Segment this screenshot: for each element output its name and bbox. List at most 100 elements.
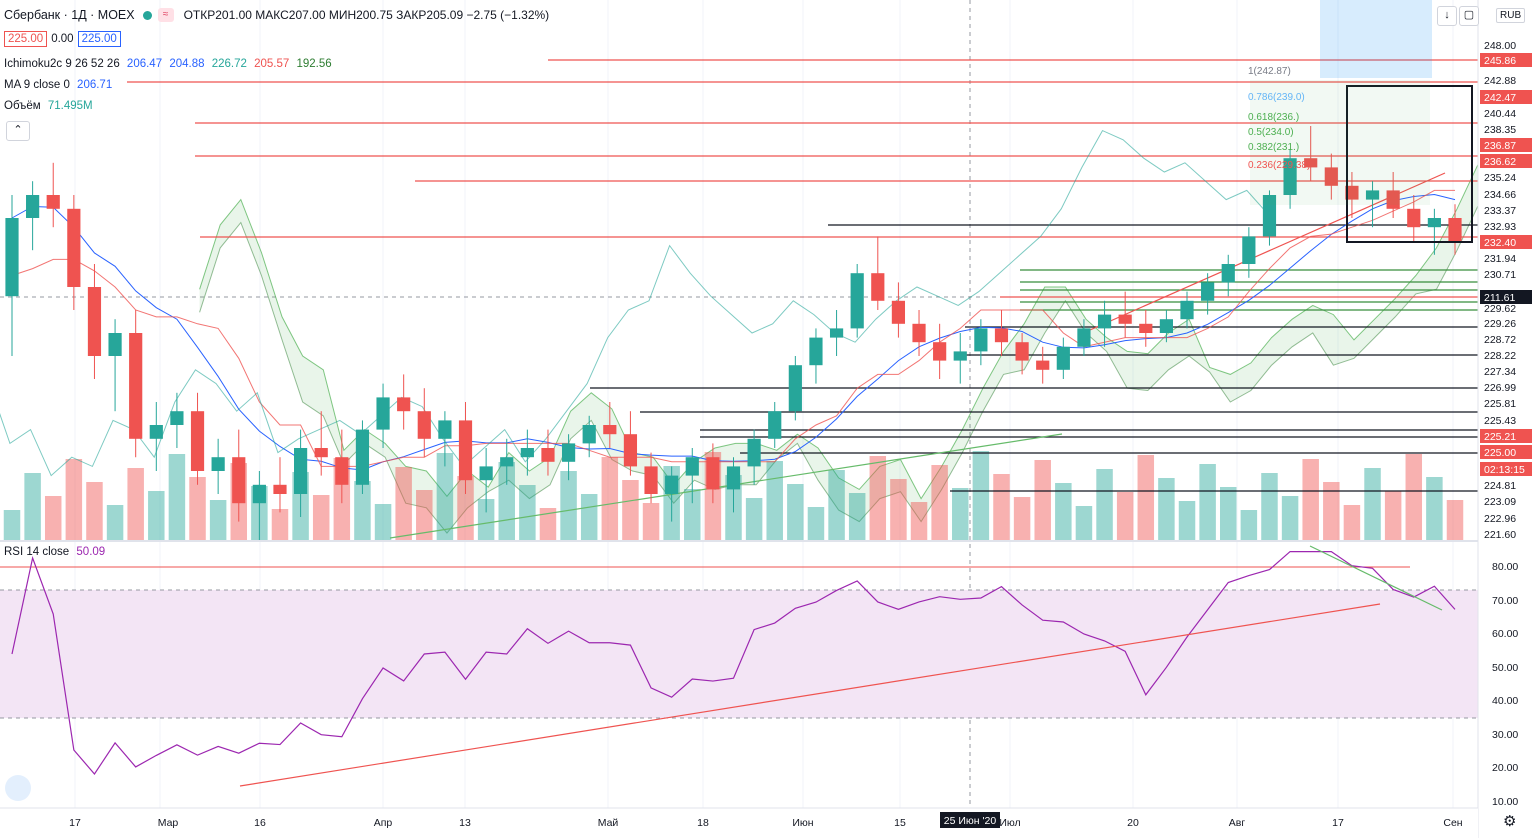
candle-body-48 xyxy=(994,328,1009,343)
compare-icon[interactable]: ≈ xyxy=(157,8,174,22)
volume-bar-42 xyxy=(869,456,887,540)
volume-bar-36 xyxy=(745,498,763,540)
price-label-19: 228.22 xyxy=(1484,350,1516,362)
volume-bar-39 xyxy=(807,507,825,540)
volume-bar-66 xyxy=(1364,468,1381,540)
candle-body-44 xyxy=(912,323,926,343)
volume-bar-38 xyxy=(787,484,804,540)
ichimoku-value-5: 192.56 xyxy=(296,58,332,70)
candle-body-47 xyxy=(974,328,988,352)
chikou-line xyxy=(0,129,1268,477)
rsi-label-2: 60.00 xyxy=(1492,628,1518,640)
ichimoku-value-1: 206.47 xyxy=(126,58,163,70)
volume-bar-19 xyxy=(395,467,412,540)
candle-body-16 xyxy=(335,457,349,485)
candle-body-36 xyxy=(747,438,761,467)
volume-bar-25 xyxy=(519,485,536,540)
candle-body-67 xyxy=(1386,190,1400,209)
rsi-band xyxy=(0,590,1478,718)
candles xyxy=(5,126,1462,540)
price-label-13: 231.94 xyxy=(1484,253,1516,265)
maximize-icon[interactable]: ▢ xyxy=(1459,6,1479,26)
rsi-label-0: 80.00 xyxy=(1492,561,1518,573)
price-label-28: 223.09 xyxy=(1484,496,1516,508)
candle-body-37 xyxy=(768,411,782,439)
bid-price[interactable]: 225.00 xyxy=(4,31,48,47)
price-label-5: 238.35 xyxy=(1484,124,1516,136)
fib-label-4: 0.382(231.) xyxy=(1248,142,1299,153)
price-label-25: 225.00 xyxy=(1484,447,1516,459)
volume-bar-65 xyxy=(1343,505,1361,540)
candle-body-21 xyxy=(438,420,452,439)
fib-label-2: 0.618(236.) xyxy=(1248,112,1299,123)
axis-tag-24 xyxy=(1480,429,1532,443)
candle-body-24 xyxy=(500,457,514,467)
volume-bar-56 xyxy=(1158,478,1175,540)
quote-row: 225.00 0.00 225.00 xyxy=(4,31,121,47)
candle-body-46 xyxy=(953,351,967,361)
ask-price[interactable]: 225.00 xyxy=(77,31,121,47)
trend-line-red xyxy=(1089,172,1446,331)
rsi-label-3: 50.00 xyxy=(1492,662,1518,674)
price-label-8: 235.24 xyxy=(1484,172,1516,184)
volume-legend[interactable]: Объём 71.495M xyxy=(4,100,93,112)
volume-bar-48 xyxy=(993,474,1010,540)
volume-bar-47 xyxy=(972,451,990,540)
candle-body-41 xyxy=(850,273,864,329)
price-label-21: 226.99 xyxy=(1484,382,1516,394)
volume-bar-4 xyxy=(86,482,103,540)
candle-body-20 xyxy=(417,411,431,439)
axis-tag-25 xyxy=(1480,445,1532,459)
candle-body-49 xyxy=(1015,342,1029,361)
axis-tag-3 xyxy=(1480,90,1532,104)
time-label-4: 13 xyxy=(459,817,471,829)
price-label-16: 229.62 xyxy=(1484,303,1516,315)
fib-labels: 1(242.87) 0.786(239.0) 0.618(236.) 0.5(234.… xyxy=(1248,66,1310,171)
axis-tag-15 xyxy=(1480,290,1532,304)
candle-body-45 xyxy=(933,342,947,361)
ma-legend[interactable]: MA 9 close 0 206.71 xyxy=(4,79,112,91)
time-label-7: Июн xyxy=(792,817,813,829)
price-label-30: 221.60 xyxy=(1484,529,1516,541)
candle-body-0 xyxy=(5,218,19,297)
rsi-legend[interactable]: RSI 14 close 50.09 xyxy=(4,546,105,558)
price-label-14: 230.71 xyxy=(1484,269,1516,281)
volume-bar-40 xyxy=(828,470,845,540)
fib-label-0: 1(242.87) xyxy=(1248,66,1291,77)
volume-bar-0 xyxy=(3,510,21,540)
candle-body-29 xyxy=(603,425,617,435)
tradingview-logo-icon xyxy=(5,775,31,801)
candle-body-14 xyxy=(294,448,308,494)
selection-box xyxy=(1346,85,1473,243)
ichimoku-value-2: 204.88 xyxy=(169,58,205,70)
volume-bar-52 xyxy=(1075,506,1093,540)
candle-body-53 xyxy=(1097,314,1112,329)
rsi-trend-red xyxy=(239,603,1381,787)
candle-body-40 xyxy=(829,328,844,338)
candle-body-62 xyxy=(1283,158,1297,195)
volume-bar-20 xyxy=(416,490,433,540)
currency-badge[interactable]: RUB xyxy=(1496,8,1526,23)
candle-body-63 xyxy=(1304,158,1318,168)
candle-body-6 xyxy=(129,333,143,439)
volume-bar-53 xyxy=(1096,469,1113,540)
arrow-down-icon[interactable]: ↓ xyxy=(1437,6,1457,26)
volume-bar-50 xyxy=(1034,460,1051,540)
axis-tag-7 xyxy=(1480,154,1532,168)
rsi-label-6: 20.00 xyxy=(1492,762,1518,774)
volume-bar-58 xyxy=(1199,464,1216,540)
candle-body-25 xyxy=(520,448,534,458)
volume-bar-21 xyxy=(436,453,454,540)
rsi-label-4: 40.00 xyxy=(1492,695,1518,707)
volume-bar-28 xyxy=(580,494,598,540)
axis-tag-1 xyxy=(1480,53,1532,67)
candle-body-3 xyxy=(67,208,81,287)
candle-body-55 xyxy=(1139,323,1153,333)
ichimoku-legend[interactable]: Ichimoku2c 9 26 52 26 206.47 204.88 226.… xyxy=(4,58,332,70)
symbol-title[interactable]: Сбербанк · 1Д · MOEX xyxy=(4,8,135,22)
volume-bar-33 xyxy=(684,489,701,540)
collapse-legend-icon[interactable]: ⌃ xyxy=(6,121,30,141)
gear-icon[interactable]: ⚙ xyxy=(1503,813,1517,830)
volume-bar-27 xyxy=(560,471,577,540)
